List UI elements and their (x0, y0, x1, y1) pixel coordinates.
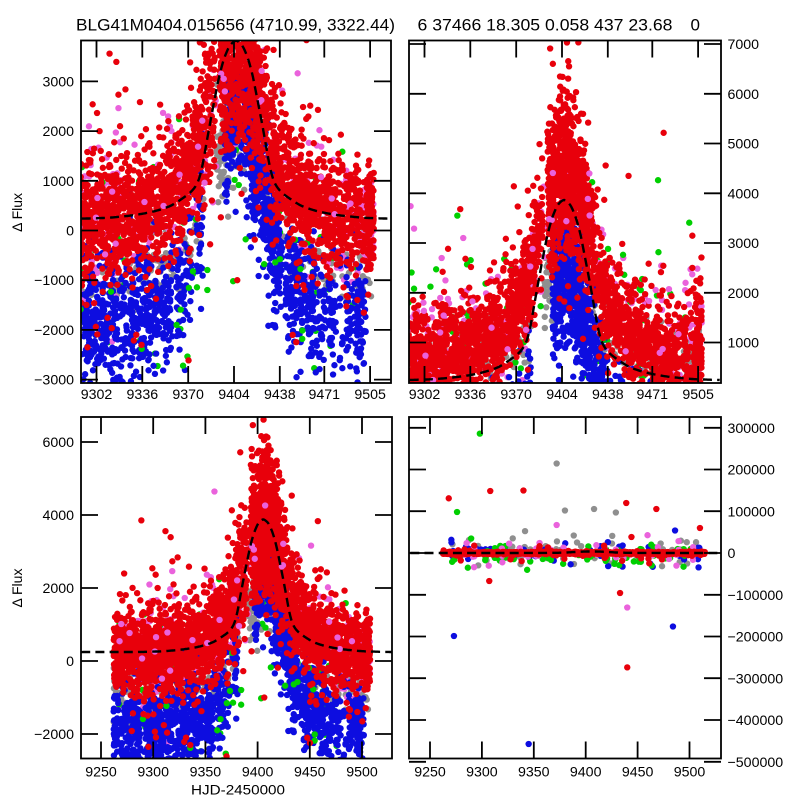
svg-text:BLG41M0404.015656 (4710.99, 33: BLG41M0404.015656 (4710.99, 3322.44) (76, 16, 395, 35)
svg-text:0: 0 (691, 16, 700, 35)
svg-text:−400000: −400000 (728, 713, 784, 729)
svg-text:1000: 1000 (728, 336, 760, 352)
svg-text:2000: 2000 (728, 286, 760, 302)
svg-text:100000: 100000 (728, 504, 775, 520)
svg-text:−300000: −300000 (728, 671, 784, 687)
svg-text:9370: 9370 (172, 387, 204, 403)
svg-text:9404: 9404 (218, 387, 250, 403)
svg-text:Δ Flux: Δ Flux (9, 569, 25, 608)
svg-text:9505: 9505 (682, 387, 714, 403)
svg-text:9400: 9400 (570, 765, 602, 781)
svg-text:9438: 9438 (592, 387, 624, 403)
svg-text:2000: 2000 (42, 581, 74, 597)
svg-text:−2000: −2000 (34, 727, 74, 743)
svg-text:9350: 9350 (190, 765, 222, 781)
svg-text:6000: 6000 (42, 435, 74, 451)
svg-text:−2000: −2000 (34, 323, 74, 339)
svg-text:HJD-2450000: HJD-2450000 (191, 782, 285, 798)
svg-text:9404: 9404 (546, 387, 578, 403)
svg-text:2000: 2000 (42, 124, 74, 140)
svg-text:1000: 1000 (42, 174, 74, 190)
svg-text:9302: 9302 (409, 387, 441, 403)
svg-text:300000: 300000 (728, 421, 775, 437)
svg-text:5000: 5000 (728, 137, 760, 153)
svg-text:−1000: −1000 (34, 273, 74, 289)
svg-text:3000: 3000 (42, 74, 74, 90)
svg-text:0: 0 (66, 654, 74, 670)
svg-text:−200000: −200000 (728, 630, 784, 646)
svg-text:9438: 9438 (264, 387, 296, 403)
svg-text:9370: 9370 (500, 387, 532, 403)
svg-text:Δ Flux: Δ Flux (9, 193, 25, 232)
svg-text:9400: 9400 (242, 765, 274, 781)
svg-text:200000: 200000 (728, 463, 775, 479)
svg-text:9336: 9336 (455, 387, 487, 403)
svg-text:9450: 9450 (294, 765, 326, 781)
svg-text:−500000: −500000 (728, 755, 784, 771)
svg-text:0: 0 (728, 546, 736, 562)
svg-text:9250: 9250 (85, 765, 117, 781)
svg-text:−3000: −3000 (34, 373, 74, 389)
svg-text:9300: 9300 (137, 765, 169, 781)
svg-text:9500: 9500 (346, 765, 378, 781)
svg-text:6000: 6000 (728, 87, 760, 103)
svg-text:9471: 9471 (637, 387, 669, 403)
svg-text:9302: 9302 (81, 387, 113, 403)
svg-text:4000: 4000 (728, 186, 760, 202)
svg-text:−100000: −100000 (728, 588, 784, 604)
svg-text:9336: 9336 (127, 387, 159, 403)
svg-text:6 37466 18.305 0.058 437 23.68: 6 37466 18.305 0.058 437 23.68 (418, 16, 673, 35)
svg-text:9500: 9500 (674, 765, 706, 781)
svg-text:0: 0 (66, 224, 74, 240)
svg-text:9300: 9300 (466, 765, 498, 781)
svg-text:9350: 9350 (518, 765, 550, 781)
svg-text:3000: 3000 (728, 236, 760, 252)
svg-text:7000: 7000 (728, 37, 760, 53)
svg-text:9450: 9450 (622, 765, 654, 781)
svg-text:9505: 9505 (354, 387, 386, 403)
svg-text:9471: 9471 (309, 387, 341, 403)
svg-text:4000: 4000 (42, 508, 74, 524)
svg-text:9250: 9250 (414, 765, 446, 781)
